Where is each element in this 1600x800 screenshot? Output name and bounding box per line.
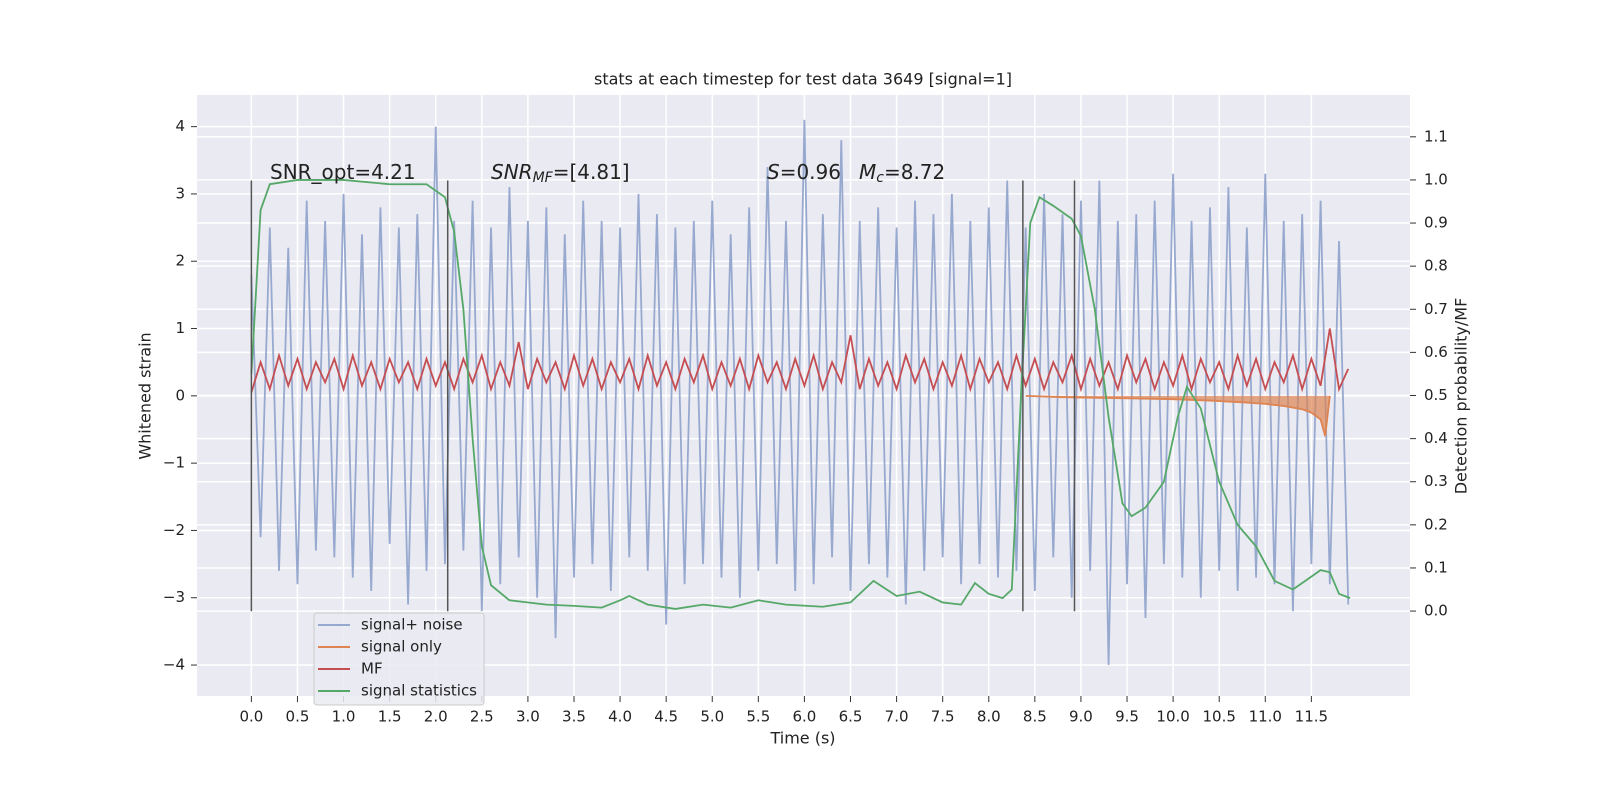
x-tick-label: 9.0 xyxy=(1069,708,1093,726)
x-tick-label: 1.0 xyxy=(332,708,356,726)
x-tick-label: 2.5 xyxy=(470,708,494,726)
y2-tick-label: 0.2 xyxy=(1424,515,1448,533)
y2-axis-label: Detection probability/MF xyxy=(1452,298,1471,495)
y-tick-label: 2 xyxy=(175,252,185,270)
annotation-part: S xyxy=(767,160,780,184)
y2-tick-label: 0.6 xyxy=(1424,343,1448,361)
x-tick-label: 3.0 xyxy=(516,708,540,726)
x-tick-label: 7.5 xyxy=(931,708,955,726)
y-axis-label: Whitened strain xyxy=(136,332,155,459)
y2-tick-label: 1.1 xyxy=(1424,127,1448,145)
y2-tick-label: 0.5 xyxy=(1424,386,1448,404)
x-tick-label: 0.0 xyxy=(239,708,263,726)
x-tick-label: 4.0 xyxy=(608,708,632,726)
series-line xyxy=(250,179,1351,610)
x-tick-label: 4.5 xyxy=(654,708,678,726)
y-tick-label: −4 xyxy=(163,656,185,674)
legend-label: MF xyxy=(361,660,383,678)
x-tick-label: 10.5 xyxy=(1202,708,1235,726)
legend-label: signal only xyxy=(361,638,442,656)
x-tick-label: 7.0 xyxy=(885,708,909,726)
x-tick-label: 11.0 xyxy=(1249,708,1282,726)
x-tick-label: 8.5 xyxy=(1023,708,1047,726)
annotation-part: SNR xyxy=(491,160,533,184)
x-tick-label: 2.0 xyxy=(424,708,448,726)
annotation-part: =[4.81] xyxy=(553,160,630,184)
annotation-part: SNR_opt=4.21 xyxy=(270,160,416,184)
x-tick-label: 1.5 xyxy=(378,708,402,726)
x-tick-label: 8.0 xyxy=(977,708,1001,726)
chart-title: stats at each timestep for test data 364… xyxy=(594,70,1012,89)
x-tick-label: 9.5 xyxy=(1115,708,1139,726)
y2-tick-label: 0.8 xyxy=(1424,257,1448,275)
legend-box xyxy=(313,612,485,706)
y2-tick-label: 0.7 xyxy=(1424,300,1448,318)
y-tick-label: 0 xyxy=(175,386,185,404)
series-line xyxy=(250,328,1350,393)
y-tick-label: 1 xyxy=(175,319,185,337)
y-tick-label: 4 xyxy=(175,117,185,135)
annotation: S=0.96 Mc=8.72 xyxy=(767,160,945,187)
x-tick-label: 3.5 xyxy=(562,708,586,726)
annotation-part: =0.96 xyxy=(780,160,841,184)
annotation-part: MF xyxy=(533,170,554,186)
annotation: SNRMF=[4.81] xyxy=(491,160,630,187)
x-tick-label: 5.0 xyxy=(700,708,724,726)
annotation: SNR_opt=4.21 xyxy=(270,160,416,184)
y-tick-label: 3 xyxy=(175,184,185,202)
x-tick-label: 0.5 xyxy=(286,708,310,726)
y2-tick-label: 1.0 xyxy=(1424,170,1448,188)
x-axis-label: Time (s) xyxy=(769,729,835,748)
y2-tick-label: 0.9 xyxy=(1424,214,1448,232)
y-tick-label: −3 xyxy=(163,588,185,606)
y-tick-label: −2 xyxy=(163,521,185,539)
series-line xyxy=(250,119,1350,666)
x-tick-label: 5.5 xyxy=(746,708,770,726)
y2-tick-label: 0.0 xyxy=(1424,602,1448,620)
x-tick-label: 10.0 xyxy=(1156,708,1189,726)
annotation-part: M xyxy=(859,160,876,184)
annotation-part: =8.72 xyxy=(884,160,945,184)
y2-tick-label: 0.1 xyxy=(1424,558,1448,576)
legend-label: signal+ noise xyxy=(361,616,463,634)
x-tick-label: 6.5 xyxy=(839,708,863,726)
x-tick-label: 6.0 xyxy=(792,708,816,726)
annotation-part: c xyxy=(876,170,884,186)
x-tick-label: 11.5 xyxy=(1295,708,1328,726)
legend-label: signal statistics xyxy=(361,682,477,700)
y2-tick-label: 0.3 xyxy=(1424,472,1448,490)
y-tick-label: −1 xyxy=(163,454,185,472)
y2-tick-label: 0.4 xyxy=(1424,429,1448,447)
